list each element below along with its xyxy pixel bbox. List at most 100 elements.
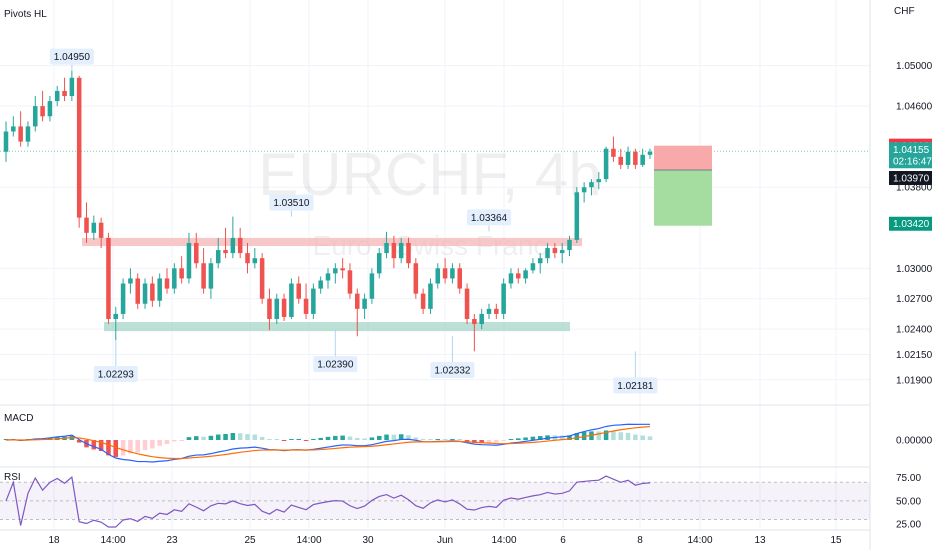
candle-body [530,263,536,271]
candle-body [450,268,455,279]
candle-49 [362,293,367,319]
pivot-value: 1.02181 [617,381,654,392]
candle-44 [325,268,331,289]
candle-50 [369,268,375,304]
position-tool[interactable] [654,145,712,226]
candle-30 [223,227,228,259]
pivot-box [269,194,314,211]
candle-12 [91,215,97,240]
candle-77 [567,235,572,257]
macd-histogram-bar [618,432,623,440]
candle-body [501,283,506,314]
candle-76 [559,242,565,264]
macd-histogram-bar [362,438,367,440]
macd-histogram-bar [574,433,580,440]
macd-histogram-bar [391,434,397,440]
candle-10 [76,75,82,228]
candle-body [464,288,470,319]
pivot-label: 1.02293 [93,339,138,382]
price-label-bg [889,142,932,169]
candle-body [164,278,170,289]
pivot-label: 1.03510 [269,194,314,217]
pivot-box [313,356,358,373]
macd-histogram-bar [311,439,316,440]
candle-body [428,283,433,309]
pivot-value: 1.03364 [471,213,508,224]
macd-histogram-bar [516,438,521,440]
candle-81 [596,172,602,190]
candle-body [281,298,287,317]
macd-histogram-bar [486,440,492,443]
candle-79 [581,182,587,203]
candle-86 [633,148,638,169]
candle-body [150,283,155,301]
candle-body [545,248,550,259]
candle-body [142,283,148,304]
price-tick: 1.01900 [896,375,932,386]
macd-histogram-bar [355,438,360,440]
rsi-line [5,475,651,528]
candle-body [128,278,133,284]
macd-histogram-bar [472,440,477,444]
candle-25 [186,232,192,284]
candle-73 [537,253,543,274]
candle-46 [340,258,345,279]
candle-9 [69,70,75,102]
candle-body [186,242,192,279]
time-tick: 18 [48,535,60,546]
candle-body [472,318,477,325]
candle-64 [472,313,477,352]
candle-body [369,273,375,299]
candle-15 [113,306,119,341]
macd-histogram-bar [135,440,140,453]
macd-histogram-bar [274,439,280,440]
candle-60 [442,258,448,284]
time-tick: 14:00 [491,535,516,546]
candle-14 [106,232,111,325]
candle-1 [11,116,16,137]
candle-body [303,298,309,314]
candle-body [120,283,126,314]
candle-body [398,242,404,259]
pivot-labels: 1.04950 1.03510 1.03364 1.02293 1.02390 1.023… [49,48,658,394]
macd-histogram-bar [289,439,294,440]
candle-body [267,298,272,319]
time-tick: Jun [437,535,453,546]
candle-body [33,106,38,127]
candle-82 [603,146,609,183]
price-label-text: 1.03420 [893,219,930,230]
candle-body [311,288,316,314]
candle-body [54,90,60,102]
candle-70 [516,268,521,284]
candle-body [508,273,514,284]
time-tick: 15 [830,535,842,546]
candle-body [523,270,528,279]
candle-body [355,293,360,309]
candle-body [215,250,221,264]
macd-tick: 0.00000 [896,436,932,447]
pivot-label: 1.03364 [467,209,511,232]
candle-35 [259,253,265,304]
candle-body [406,242,411,264]
pivot-box [93,365,138,382]
stop-loss-zone [654,145,712,170]
time-tick: 8 [637,535,643,546]
macd-histogram-bar [157,440,162,446]
candle-65 [479,308,484,330]
rsi-pane-label: RSI [4,472,21,483]
candle-38 [281,293,287,322]
candle-4 [33,96,38,132]
macd-histogram-bar [237,433,243,440]
candle-7 [54,85,60,107]
macd-histogram-bar [245,434,250,440]
candle-56 [413,258,419,299]
price-label-bg [889,171,932,185]
macd-line [5,423,651,463]
time-tick: 25 [244,535,256,546]
candle-body [252,258,258,264]
macd-histogram-bar [186,437,192,440]
candle-6 [47,96,53,122]
zones [82,237,582,332]
